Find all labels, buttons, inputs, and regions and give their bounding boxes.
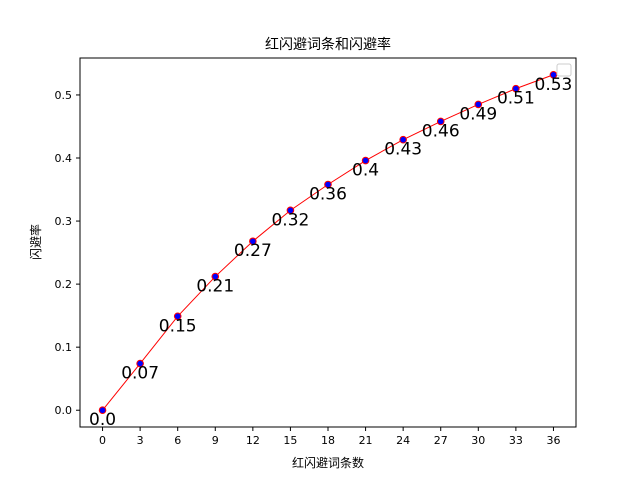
x-axis-label: 红闪避词条数 bbox=[292, 455, 364, 470]
data-label: 0.4 bbox=[352, 161, 379, 181]
y-tick-label: 0.4 bbox=[55, 152, 73, 165]
x-tick-label: 21 bbox=[359, 434, 373, 447]
data-point bbox=[474, 100, 483, 109]
chart-title: 红闪避词条和闪避率 bbox=[265, 36, 391, 53]
data-point bbox=[361, 156, 370, 165]
x-tick-label: 12 bbox=[246, 434, 260, 447]
data-point bbox=[98, 406, 107, 415]
y-tick-label: 0.2 bbox=[55, 278, 73, 291]
x-tick-label: 3 bbox=[137, 434, 144, 447]
x-tick-label: 24 bbox=[396, 434, 410, 447]
data-point bbox=[436, 117, 445, 126]
x-tick-label: 18 bbox=[321, 434, 335, 447]
legend-box bbox=[556, 63, 572, 77]
data-label: 0.21 bbox=[196, 277, 234, 297]
data-point bbox=[324, 180, 332, 189]
data-label: 0.51 bbox=[497, 89, 535, 109]
plot-area: 0 3 6 9 12 15 18 21 24 27 30 33 360.00.10.20.30.40.5… bbox=[55, 70, 573, 447]
plot-frame bbox=[79, 57, 577, 428]
data-label: 0.27 bbox=[234, 241, 272, 261]
y-axis-label: 闪避率 bbox=[28, 224, 43, 260]
data-label: 0.07 bbox=[121, 364, 159, 384]
data-point bbox=[211, 272, 220, 281]
data-point bbox=[136, 359, 144, 368]
y-tick-label: 0.5 bbox=[55, 89, 73, 102]
x-tick-label: 30 bbox=[471, 434, 485, 447]
x-tick-label: 27 bbox=[434, 434, 448, 447]
x-tick-label: 33 bbox=[509, 434, 523, 447]
y-tick-label: 0.3 bbox=[55, 215, 73, 228]
data-point bbox=[286, 206, 295, 215]
data-label: 0.32 bbox=[271, 210, 309, 230]
data-point bbox=[512, 84, 520, 93]
x-tick-label: 0 bbox=[99, 434, 106, 447]
data-label: 0.53 bbox=[535, 75, 573, 95]
x-tick-label: 6 bbox=[174, 434, 181, 447]
data-point bbox=[173, 312, 182, 321]
data-label: 0.43 bbox=[384, 140, 422, 160]
y-tick-label: 0.1 bbox=[55, 341, 73, 354]
data-label: 0.49 bbox=[459, 104, 497, 124]
data-label: 0.0 bbox=[89, 410, 116, 430]
x-tick-label: 15 bbox=[283, 434, 297, 447]
x-tick-label: 36 bbox=[546, 434, 560, 447]
data-label: 0.46 bbox=[422, 121, 460, 141]
data-point bbox=[399, 135, 407, 144]
y-tick-label: 0.0 bbox=[55, 404, 73, 417]
data-label: 0.36 bbox=[309, 184, 347, 204]
x-tick-label: 9 bbox=[212, 434, 219, 447]
data-label: 0.15 bbox=[159, 316, 197, 336]
data-point bbox=[249, 237, 257, 246]
